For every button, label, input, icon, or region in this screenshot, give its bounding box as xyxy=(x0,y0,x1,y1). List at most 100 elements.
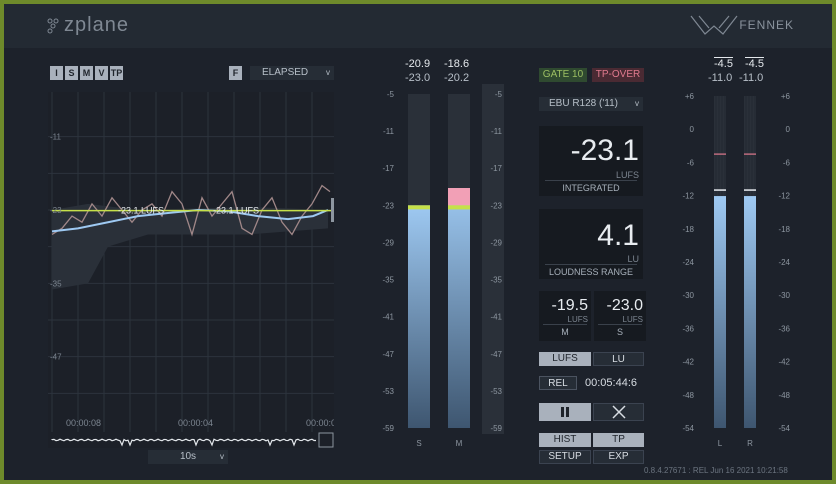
sm-tick-left: -11 xyxy=(383,127,395,136)
time-mode-value: ELAPSED xyxy=(262,67,309,78)
standard-select[interactable]: EBU R128 ('11) v xyxy=(539,97,643,111)
history-toggle-tp[interactable]: TP xyxy=(110,66,123,80)
value-m: -20.2 xyxy=(444,72,470,84)
tp-tick-right: -30 xyxy=(778,291,790,300)
short-term-panel: -23.0 LUFS S xyxy=(594,291,646,341)
sm-tick-left: -53 xyxy=(382,387,394,396)
y-tick-label: -11 xyxy=(50,133,62,142)
time-range-select[interactable]: 10s v xyxy=(148,450,228,464)
zplane-logo: zplane xyxy=(46,14,129,37)
tp-tick-right: -24 xyxy=(778,258,790,267)
tp-tick-left: -6 xyxy=(687,158,695,167)
integrated-label: INTEGRATED xyxy=(562,183,620,193)
tp-tick-right: -18 xyxy=(778,225,790,234)
waveform-view-handle[interactable] xyxy=(318,432,334,448)
pause-button[interactable] xyxy=(539,403,591,421)
history-toggle-s[interactable]: S xyxy=(65,66,78,80)
tp-label-l: L xyxy=(718,439,723,448)
tp-tick-right: 0 xyxy=(786,125,791,134)
tp-tick-right: +6 xyxy=(781,92,791,101)
unit-lu-button[interactable]: LU xyxy=(593,352,644,366)
tp-tick-right: -48 xyxy=(778,391,790,400)
header-bar: zplane FENNEK xyxy=(4,4,832,48)
integrated-panel: -23.1 LUFS INTEGRATED xyxy=(539,126,643,196)
divider xyxy=(543,324,587,325)
tp-tick-right: -54 xyxy=(778,424,790,433)
tp-bar-l xyxy=(714,196,726,428)
sm-tick-left: -23 xyxy=(382,201,394,210)
tp-tick-left: -48 xyxy=(682,391,694,400)
meter-bar-s xyxy=(408,205,430,428)
lra-label: LOUDNESS RANGE xyxy=(548,267,634,277)
peak-r-value: -4.5 xyxy=(745,58,764,70)
y-tick-label: -47 xyxy=(50,353,62,362)
sm-tick-left: -17 xyxy=(382,164,394,173)
sm-tick-left: -29 xyxy=(382,238,394,247)
tp-tick-right: -36 xyxy=(778,324,790,333)
true-peak-meter: +6 +6 0 0 -6 -6 -12 -12 -18 -18 -24 -24 -30 -30 -36 -36… xyxy=(682,92,791,448)
fennek-logo-icon xyxy=(690,15,738,35)
time-mode-select[interactable]: ELAPSED v xyxy=(250,66,334,80)
integrated-value: -23.1 xyxy=(570,134,639,167)
tp-tick-left: -18 xyxy=(682,225,694,234)
target-marker-s xyxy=(408,205,430,210)
sm-tick-right: -59 xyxy=(490,424,502,433)
meter-label-m: M xyxy=(456,439,463,448)
value-r: -11.0 xyxy=(739,72,764,84)
momentary-value: -19.5 xyxy=(551,297,588,314)
gate-indicator[interactable]: GATE 10 xyxy=(539,68,587,82)
sm-tick-left: -35 xyxy=(382,276,394,285)
unit-lufs-button[interactable]: LUFS xyxy=(539,352,591,366)
divider xyxy=(598,324,642,325)
rel-button[interactable]: REL xyxy=(539,376,577,390)
target-marker-m xyxy=(448,205,470,210)
value-s: -23.0 xyxy=(405,72,431,84)
reset-button[interactable] xyxy=(593,403,644,421)
momentary-unit: LUFS xyxy=(567,315,588,324)
freeze-button[interactable]: F xyxy=(229,66,242,80)
sm-tick-right: -11 xyxy=(491,127,503,136)
history-toggle-i[interactable]: I xyxy=(50,66,63,80)
meter-bar-m xyxy=(448,188,470,428)
over-target-segment-m xyxy=(448,188,470,206)
tp-tick-left: -36 xyxy=(682,324,694,333)
sm-tick-right: -5 xyxy=(495,90,503,99)
history-toggle-v[interactable]: V xyxy=(95,66,108,80)
elapsed-time: 00:05:44:6 xyxy=(585,377,637,389)
lufs-marker-label: -23.1 LUFS xyxy=(213,206,259,216)
tp-tick-left: -12 xyxy=(682,192,694,201)
export-button[interactable]: EXP xyxy=(593,450,644,464)
current-position-handle[interactable] xyxy=(331,198,334,222)
loudness-history-graph: -23.1 LUFS -23.1 LUFS -11 -23 -35 -47 00:00:08… xyxy=(48,92,334,432)
loudness-range-panel: 4.1 LU LOUDNESS RANGE xyxy=(539,209,643,279)
peak-m-value: -18.6 xyxy=(444,58,470,70)
loudness-range-band xyxy=(52,203,328,290)
hist-button[interactable]: HIST xyxy=(539,433,591,447)
version-label: 0.8.4.27671 : REL Jun 16 2021 10:21:58 xyxy=(644,466,788,475)
time-range-value: 10s xyxy=(179,451,197,462)
sm-tick-left: -47 xyxy=(382,350,394,359)
chevron-down-icon: v xyxy=(220,452,224,461)
waveform-line xyxy=(51,438,317,447)
tp-button[interactable]: TP xyxy=(593,433,644,447)
standard-value: EBU R128 ('11) xyxy=(549,98,618,109)
tp-tick-left: -42 xyxy=(682,358,694,367)
sm-tick-right: -41 xyxy=(490,313,502,322)
pause-icon xyxy=(561,407,569,417)
history-toggle-m[interactable]: M xyxy=(80,66,93,80)
short-term-unit: LUFS xyxy=(622,315,643,324)
tp-over-indicator[interactable]: TP-OVER xyxy=(592,68,644,82)
setup-button[interactable]: SETUP xyxy=(539,450,591,464)
x-tick-label: 00:00:00 xyxy=(306,418,334,428)
lra-unit: LU xyxy=(627,254,639,264)
short-term-label: S xyxy=(616,327,623,337)
brand-name: FENNEK xyxy=(739,18,794,32)
waveform-overview[interactable] xyxy=(48,432,334,448)
momentary-panel: -19.5 LUFS M xyxy=(539,291,591,341)
sm-tick-left: -5 xyxy=(387,90,395,99)
peak-l-value: -4.5 xyxy=(714,58,733,70)
zplane-logo-icon xyxy=(47,18,59,34)
logo-text: zplane xyxy=(64,14,129,36)
tp-label-r: R xyxy=(747,439,753,448)
close-icon xyxy=(611,405,626,419)
